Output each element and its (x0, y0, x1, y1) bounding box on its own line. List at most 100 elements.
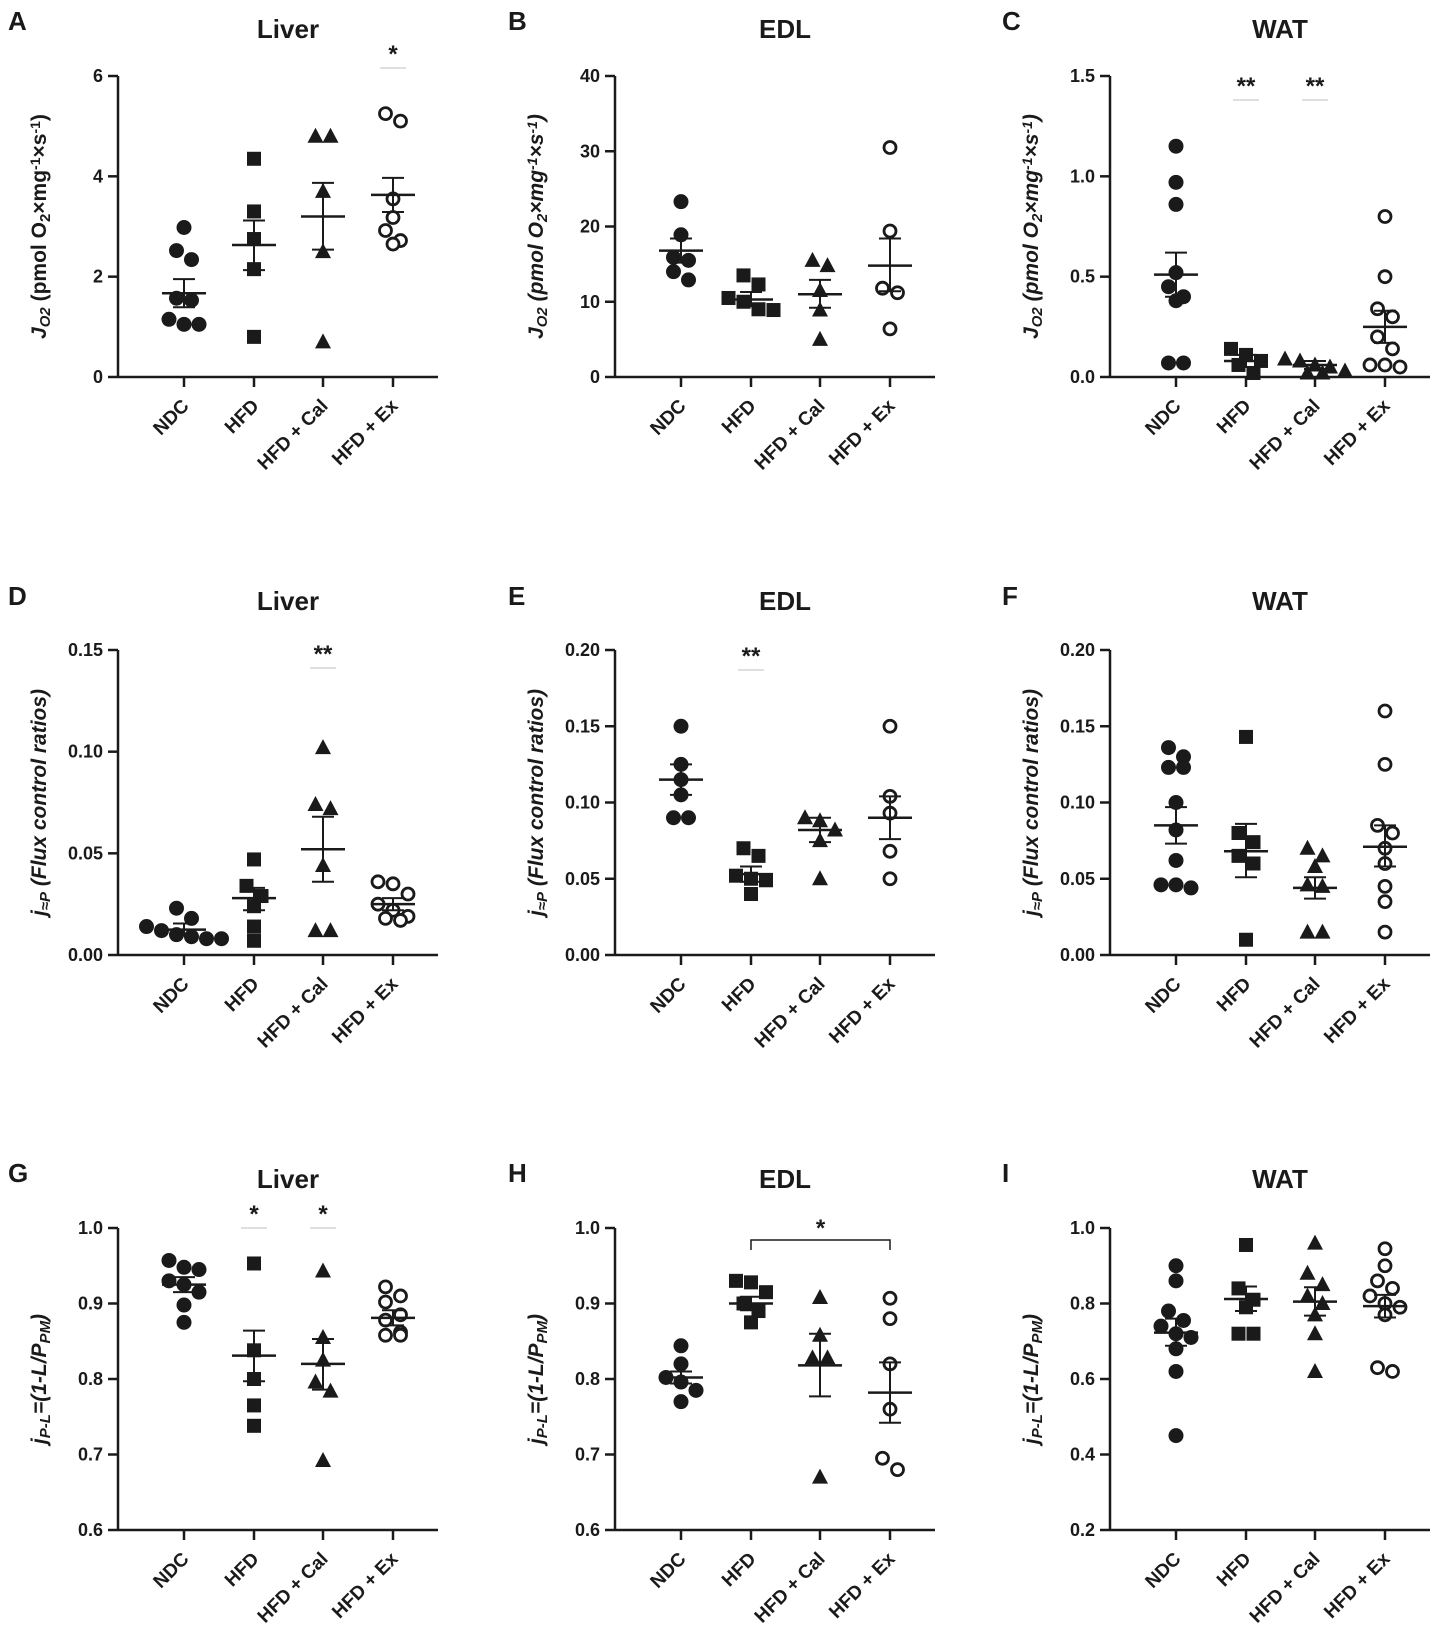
y-axis-label-part: J (28, 326, 51, 339)
y-axis-label-part: j (525, 909, 548, 919)
x-category-label: HFD + Cal (1246, 974, 1325, 1053)
data-point-square (744, 1275, 758, 1290)
x-category-label: HFD + Ex (825, 973, 900, 1048)
y-tick-label: 1.5 (1070, 66, 1095, 86)
y-axis-label-part: ×s (525, 134, 548, 158)
y-tick-label: 0.00 (565, 945, 600, 965)
data-point-square (239, 878, 254, 893)
data-point-triangle (315, 739, 331, 755)
data-point-open-circle (875, 1450, 890, 1466)
y-axis-label-part: J (525, 326, 548, 339)
data-point-triangle (812, 870, 828, 886)
y-axis-label-part: ≈P (1029, 891, 1046, 910)
y-axis-label-part: J (1020, 326, 1043, 339)
data-point-filled-circle (154, 923, 169, 939)
significance-marker: * (249, 1201, 259, 1228)
data-point-square (1246, 365, 1261, 380)
data-point-triangle (315, 243, 331, 259)
y-tick-label: 0.4 (1070, 1445, 1095, 1465)
y-axis-label-part: =(1-L/P (1020, 1342, 1043, 1414)
data-point-triangle (1299, 364, 1316, 380)
series-hfd-cal (301, 1262, 345, 1468)
data-point-square (751, 848, 766, 863)
data-point-filled-circle (673, 1338, 689, 1354)
data-point-open-circle (1377, 703, 1393, 719)
y-tick-label: 0.10 (1060, 793, 1095, 813)
data-point-filled-circle (666, 264, 681, 280)
y-tick-label: 0.10 (68, 742, 103, 762)
panel-letter: H (508, 1158, 527, 1188)
y-axis-label-part: P-L (1029, 1414, 1046, 1438)
data-point-triangle (307, 127, 324, 143)
data-point-square (766, 303, 781, 318)
data-point-open-circle (1377, 1241, 1393, 1257)
data-point-open-circle (393, 1288, 408, 1304)
y-tick-label: 0.05 (565, 869, 600, 889)
data-point-filled-circle (666, 249, 681, 265)
data-point-filled-circle (1161, 759, 1176, 775)
data-point-filled-circle (161, 1252, 177, 1268)
x-category-label: NDC (647, 395, 691, 439)
data-point-filled-circle (161, 1273, 177, 1289)
series-hfd (1224, 341, 1268, 380)
data-point-triangle (1314, 847, 1331, 863)
y-tick-label: 0.05 (68, 843, 103, 863)
data-point-triangle (1299, 1264, 1316, 1280)
x-category-label: HFD + Cal (751, 974, 830, 1053)
data-point-filled-circle (1161, 740, 1176, 756)
data-point-filled-circle (1161, 279, 1176, 295)
data-point-filled-circle (184, 292, 199, 308)
y-tick-label: 0.8 (78, 1369, 103, 1389)
data-point-open-circle (1377, 1258, 1393, 1274)
data-point-open-circle (370, 874, 386, 890)
data-point-filled-circle (681, 252, 696, 268)
panel-letter: G (8, 1158, 28, 1188)
y-axis-label-part: O2 (37, 307, 54, 328)
panel-letter: E (508, 581, 525, 611)
chart-panel-e: E EDL 0.00 0.05 0.10 0.15 0.20 j≈P (Flux contro… (508, 581, 935, 1052)
panel-title: WAT (1252, 14, 1308, 44)
series-ndc (658, 1338, 704, 1410)
y-axis-label-part: -1 (27, 157, 43, 170)
y-tick-label: 30 (580, 141, 600, 161)
data-point-triangle (315, 1328, 331, 1344)
data-point-open-circle (1377, 269, 1393, 285)
x-category-label: HFD + Ex (328, 1548, 403, 1623)
panel-letter: I (1002, 1158, 1009, 1188)
data-point-open-circle (882, 718, 898, 734)
data-point-triangle (804, 1349, 821, 1365)
data-point-open-circle (1377, 894, 1393, 910)
y-axis-label: j≈P (Flux control ratios) (525, 689, 551, 919)
data-point-filled-circle (199, 931, 214, 947)
series-hfd-ex (1363, 703, 1407, 940)
data-point-filled-circle (1168, 174, 1184, 190)
x-category-label: HFD (221, 1549, 263, 1591)
x-category-label: NDC (647, 973, 691, 1017)
data-point-open-circle (393, 1327, 408, 1343)
data-point-open-circle (882, 1290, 898, 1306)
data-point-triangle (307, 922, 324, 938)
data-point-triangle (322, 800, 339, 816)
y-axis-label-part: P-L (534, 1414, 551, 1438)
data-point-square (247, 1256, 261, 1271)
data-point-square (1231, 1326, 1246, 1341)
data-point-square (721, 290, 736, 305)
y-axis-label-part: ×s (1020, 134, 1043, 158)
data-point-open-circle (882, 321, 898, 337)
x-category-label: HFD (1213, 396, 1255, 438)
y-axis-label-part: j (1020, 909, 1043, 919)
data-point-open-circle (1385, 309, 1400, 325)
data-point-square (736, 841, 751, 856)
significance-marker: ** (1237, 73, 1256, 100)
y-tick-label: 1.0 (78, 1218, 103, 1238)
data-point-square (247, 919, 261, 934)
data-point-filled-circle (1176, 1312, 1191, 1328)
data-point-triangle (812, 301, 828, 317)
y-axis-label-part: =(1-L/P (525, 1342, 548, 1414)
series-hfd-ex (868, 718, 912, 887)
data-point-triangle (804, 251, 821, 267)
data-point-square (744, 887, 758, 901)
y-tick-label: 0.8 (575, 1369, 600, 1389)
y-axis-label-part: PM (37, 1320, 54, 1343)
data-point-triangle (315, 1262, 331, 1278)
